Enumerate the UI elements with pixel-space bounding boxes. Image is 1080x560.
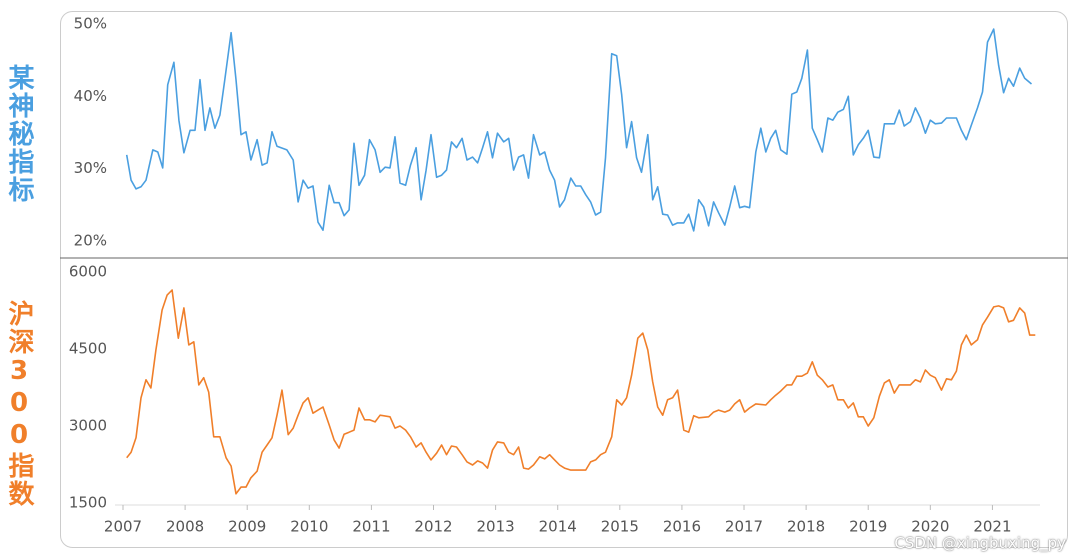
x-tick-label: 2021: [973, 518, 1011, 536]
x-tick-label: 2010: [290, 518, 328, 536]
x-tick-label: 2014: [539, 518, 577, 536]
line: [125, 28, 1033, 232]
y-tick-label: 30%: [74, 159, 107, 177]
watermark: CSDN @xingbuxing_py: [894, 534, 1066, 552]
x-tick-label: 2017: [725, 518, 763, 536]
y-axis-title: 沪深300指数: [4, 300, 34, 508]
x-tick-label: 2009: [228, 518, 266, 536]
x-tick-label: 2015: [601, 518, 639, 536]
x-tick-label: 2016: [663, 518, 701, 536]
y-tick-label: 6000: [69, 263, 107, 281]
card: [60, 11, 1068, 548]
x-tick-label: 2019: [849, 518, 887, 536]
x-tick-label: 2012: [414, 518, 452, 536]
y-tick-label: 40%: [74, 87, 107, 105]
x-tick-label: 2007: [104, 518, 142, 536]
x-tick-label: 2020: [911, 518, 949, 536]
x-tick-label: 2018: [787, 518, 825, 536]
y-tick-label: 20%: [74, 232, 107, 250]
line: [126, 289, 1036, 495]
y-tick-label: 50%: [74, 15, 107, 33]
y-tick-label: 1500: [69, 494, 107, 512]
x-tick-label: 2013: [477, 518, 515, 536]
x-tick-label: 2008: [166, 518, 204, 536]
x-tick-label: 2011: [352, 518, 390, 536]
y-axis-title: 某神秘指标: [4, 64, 34, 204]
y-tick-label: 4500: [69, 340, 107, 358]
y-tick-label: 3000: [69, 417, 107, 435]
